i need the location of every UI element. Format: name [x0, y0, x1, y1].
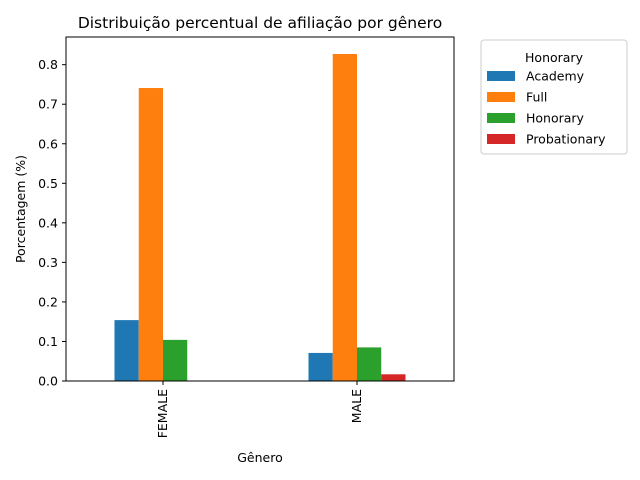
bar-full-female — [138, 88, 163, 381]
bar-academy-female — [114, 320, 139, 381]
x-tick-label-male: MALE — [349, 389, 364, 423]
bar-probationary-male — [381, 374, 406, 381]
bar-honorary-male — [357, 347, 382, 381]
legend-label-probationary: Probationary — [526, 132, 606, 147]
legend-swatch-full — [487, 92, 515, 102]
y-axis-ticks: 0.0 0.1 0.2 0.3 0.4 0.5 0.6 0.7 0.8 — [38, 57, 66, 389]
chart-title: Distribuição percentual de afiliação por… — [78, 14, 442, 32]
legend-label-academy: Academy — [526, 69, 585, 84]
bar-honorary-female — [163, 339, 188, 381]
legend: Honorary Academy Full Honorary Probationary — [480, 39, 628, 155]
legend-items: Academy Full Honorary Probationary — [487, 69, 606, 147]
legend-title: Honorary — [525, 50, 584, 65]
y-tick-label: 0.4 — [38, 215, 58, 230]
y-tick-label: 0.2 — [38, 294, 58, 309]
x-axis-label: Gênero — [237, 450, 283, 465]
y-tick-label: 0.5 — [38, 176, 58, 191]
legend-label-full: Full — [526, 90, 547, 105]
x-tick-label-female: FEMALE — [155, 389, 170, 438]
legend-swatch-honorary — [487, 113, 515, 123]
bar-academy-male — [308, 352, 333, 381]
bar-full-male — [332, 54, 357, 381]
legend-swatch-probationary — [487, 134, 515, 144]
y-tick-label: 0.3 — [38, 255, 58, 270]
legend-swatch-academy — [487, 71, 515, 81]
y-axis-label: Porcentagem (%) — [13, 155, 28, 263]
y-tick-label: 0.1 — [38, 334, 58, 349]
y-tick-label: 0.0 — [38, 374, 58, 389]
legend-label-honorary: Honorary — [526, 111, 585, 126]
bars-group — [114, 54, 406, 381]
x-axis-ticks: FEMALE MALE — [155, 381, 364, 438]
y-tick-label: 0.8 — [38, 57, 58, 72]
legend-box — [480, 39, 628, 155]
plot-frame — [65, 36, 455, 382]
y-tick-label: 0.6 — [38, 136, 58, 151]
y-tick-label: 0.7 — [38, 97, 58, 112]
